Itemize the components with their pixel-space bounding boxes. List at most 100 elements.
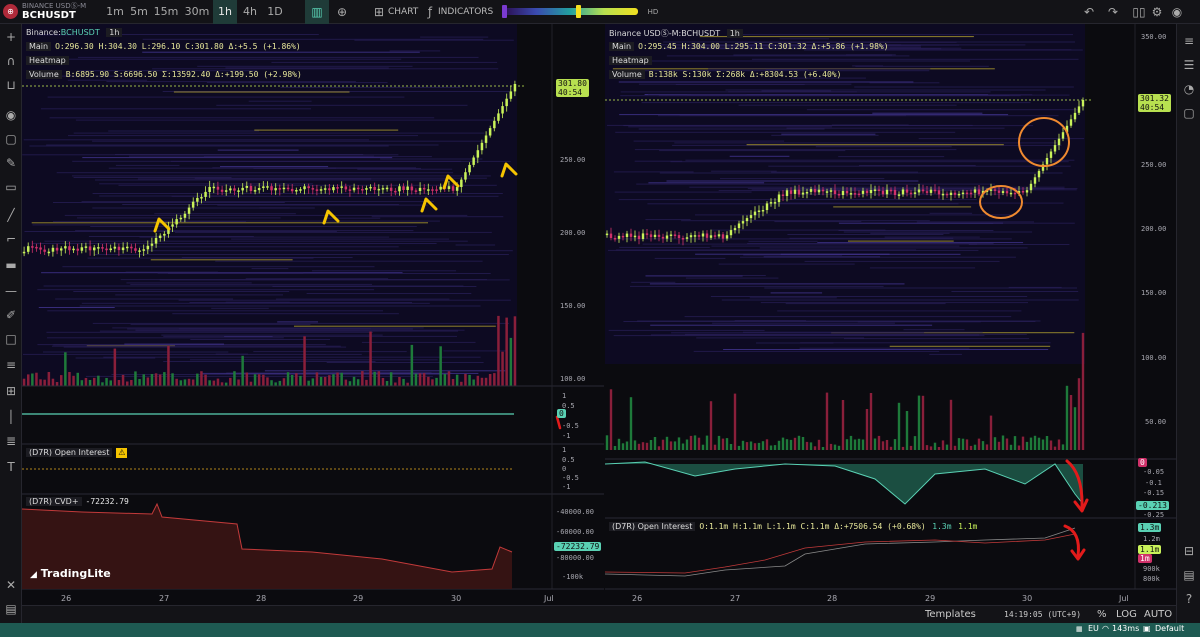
eye-icon[interactable]: ◉: [5, 108, 17, 122]
chat-icon[interactable]: ▢: [1183, 106, 1195, 120]
redo-icon[interactable]: ↷: [1107, 5, 1119, 19]
warning-icon[interactable]: ⚠: [116, 448, 128, 458]
candle-body: [216, 186, 220, 190]
tab-5m[interactable]: 5m: [130, 5, 148, 18]
tools-icon[interactable]: ✕: [5, 578, 17, 592]
rectangle-icon[interactable]: □: [5, 332, 17, 346]
symbol-selector[interactable]: BINANCE USDⓈ-M BCHUSDT: [22, 1, 102, 21]
magnet-icon[interactable]: ∩: [6, 54, 16, 68]
layout-name[interactable]: Default: [1155, 624, 1185, 633]
templates-button[interactable]: Templates: [925, 609, 976, 620]
candle-body: [196, 197, 199, 202]
camera-icon[interactable]: ◉: [1171, 5, 1183, 19]
volume-bar: [406, 382, 409, 386]
grid-icon[interactable]: ⊞: [5, 384, 17, 398]
volume-bar: [937, 447, 941, 450]
left-main-ohlc: O:296.30 H:304.30 L:296.10 C:301.80 Δ:+5…: [55, 42, 301, 51]
candle-body: [117, 246, 121, 251]
hd-icon[interactable]: HD: [647, 8, 659, 16]
vertical-line-icon[interactable]: │: [7, 410, 15, 424]
candle-body: [1053, 145, 1057, 152]
layers-icon[interactable]: ⊕: [336, 5, 348, 19]
volume-bar: [88, 380, 92, 386]
left-volume-tag[interactable]: Volume: [26, 70, 62, 79]
app-logo-icon[interactable]: ⊕: [3, 4, 18, 19]
help-icon[interactable]: ?: [1185, 592, 1193, 606]
volume-bar: [1045, 436, 1049, 450]
left-oi-tick: 0: [562, 465, 567, 473]
heatmap-liquidity-line: [846, 54, 896, 56]
heatmap-liquidity-line: [23, 139, 369, 141]
trendline-icon[interactable]: ╱: [7, 208, 15, 222]
heatmap-liquidity-line: [77, 70, 258, 72]
fib-icon[interactable]: ≣: [5, 434, 17, 448]
alert-icon[interactable]: ◔: [1183, 82, 1195, 96]
layout-icon[interactable]: ▯▯: [1132, 5, 1146, 19]
calendar-icon[interactable]: ▤: [5, 602, 17, 616]
watchlist-icon[interactable]: ≡: [1183, 34, 1195, 48]
candle-body: [365, 188, 368, 190]
heatmap-liquidity-line: [663, 41, 1075, 43]
heatmap-liquidity-line: [679, 115, 906, 117]
list-icon[interactable]: ☰: [1183, 58, 1195, 72]
heatmap-liquidity-line: [638, 128, 825, 130]
right-main-tag[interactable]: Main: [609, 42, 635, 51]
left-main-tag[interactable]: Main: [26, 42, 52, 51]
slider-handle-right[interactable]: [576, 5, 581, 18]
lines-icon[interactable]: ≡: [5, 358, 17, 372]
cvd-area: [22, 504, 512, 589]
left-cvd-title[interactable]: (D7R) CVD+: [26, 497, 82, 506]
cart-icon[interactable]: ⊟: [1183, 544, 1195, 558]
crosshair-icon[interactable]: +: [5, 30, 17, 44]
indicators-button[interactable]: INDICATORS: [438, 7, 494, 17]
tab-1d[interactable]: 1D: [267, 5, 283, 18]
candle-body: [332, 187, 335, 191]
left-oi-title[interactable]: (D7R) Open Interest: [26, 448, 113, 457]
ruler-icon[interactable]: ▬: [5, 258, 17, 272]
tab-4h[interactable]: 4h: [243, 5, 257, 18]
left-chart-panel[interactable]: Binance:BCHUSDT 1h Main O:296.30 H:304.30…: [22, 24, 604, 605]
tab-1m[interactable]: 1m: [106, 5, 124, 18]
tab-30m[interactable]: 30m: [184, 5, 210, 18]
pencil-icon[interactable]: ✐: [5, 308, 17, 322]
settings-icon[interactable]: ⚙: [1151, 5, 1163, 19]
trash-icon[interactable]: ▭: [5, 180, 17, 194]
volume-bar: [837, 445, 841, 450]
region-label[interactable]: EU: [1088, 624, 1099, 633]
percent-toggle[interactable]: %: [1097, 609, 1107, 620]
candle-body: [344, 186, 348, 190]
shield-icon[interactable]: ▢: [5, 132, 17, 146]
right-chart-canvas[interactable]: [605, 24, 1176, 605]
tab-1h[interactable]: 1h: [213, 0, 237, 24]
text-icon[interactable]: T: [7, 460, 15, 474]
undo-icon[interactable]: ↶: [1083, 5, 1095, 19]
slider-handle-left[interactable]: [502, 5, 507, 18]
candle-body: [801, 192, 805, 195]
heatmap-liquidity-line: [163, 361, 376, 362]
horizontal-line-icon[interactable]: —: [5, 284, 17, 298]
heatmap-liquidity-line: [786, 127, 1005, 129]
right-heatmap-tag[interactable]: Heatmap: [609, 56, 652, 65]
lock-icon[interactable]: ⊔: [6, 78, 16, 92]
heatmap-liquidity-line: [43, 285, 464, 287]
heatmap-liquidity-line: [838, 156, 945, 158]
volume-bar: [97, 375, 100, 386]
tab-15m[interactable]: 15m: [153, 5, 179, 18]
candle-body: [204, 191, 207, 197]
left-chart-canvas[interactable]: [22, 24, 604, 605]
brush-icon[interactable]: ✎: [5, 156, 17, 170]
right-oi-title[interactable]: (D7R) Open Interest: [609, 522, 696, 531]
volume-bar: [925, 445, 929, 450]
path-icon[interactable]: ⌐: [5, 232, 17, 246]
notes-icon[interactable]: ▤: [1183, 568, 1195, 582]
chart-button[interactable]: CHART: [388, 7, 419, 17]
heatmap-gradient-slider[interactable]: [502, 5, 638, 18]
left-heatmap-tag[interactable]: Heatmap: [26, 56, 69, 65]
auto-toggle[interactable]: AUTO: [1144, 609, 1173, 620]
volume-bar: [701, 444, 705, 450]
right-volume-tag[interactable]: Volume: [609, 70, 645, 79]
candles-icon[interactable]: ▥: [305, 0, 329, 24]
log-toggle[interactable]: LOG: [1116, 609, 1137, 620]
right-chart-panel[interactable]: Binance USDⓈ-M:BCHUSDT 1h Main O:295.45 H…: [605, 24, 1176, 605]
heatmap-liquidity-line: [641, 102, 1031, 104]
